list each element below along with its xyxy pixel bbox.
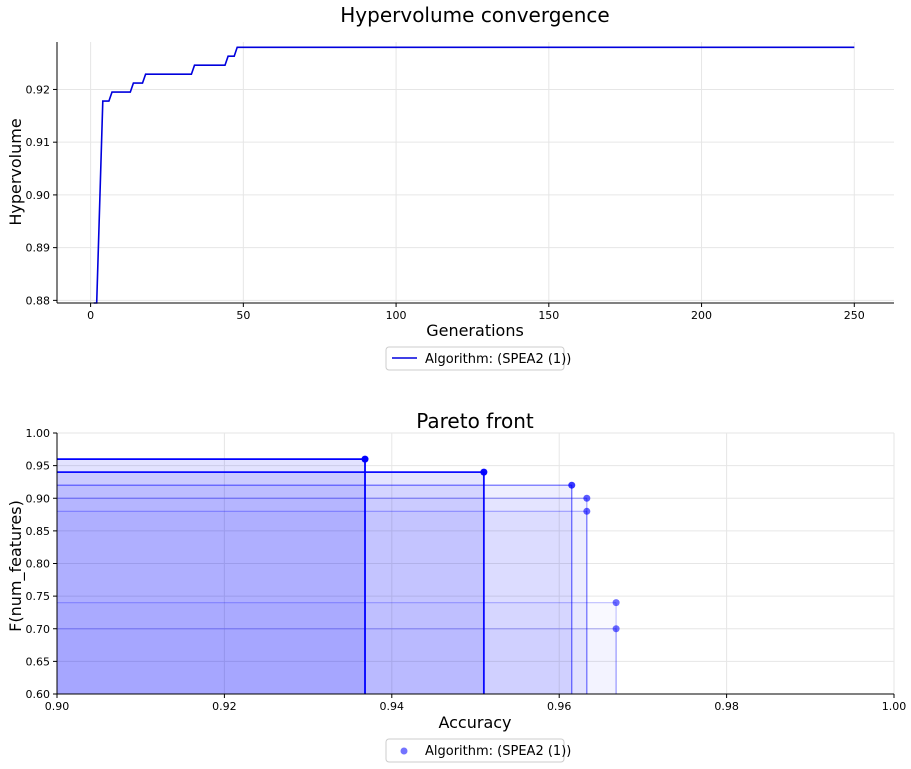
hypervolume-chart-title: Hypervolume convergence xyxy=(340,3,609,27)
pareto-dominated-region xyxy=(57,629,616,694)
pareto-dominated-region xyxy=(57,472,484,694)
pareto-x-tick-label: 0.94 xyxy=(380,700,405,713)
pareto-plot-area xyxy=(57,455,620,694)
hypervolume-grid xyxy=(57,42,894,303)
pareto-legend-box xyxy=(385,738,565,763)
hypervolume-y-tick-label: 0.91 xyxy=(26,136,51,149)
pareto-point xyxy=(568,481,576,489)
pareto-point xyxy=(583,507,591,515)
hypervolume-x-axis-label: Generations xyxy=(426,321,524,340)
hypervolume-x-tick-label: 0 xyxy=(87,309,94,322)
pareto-x-tick-label: 1.00 xyxy=(882,700,907,713)
pareto-point xyxy=(612,599,620,607)
pareto-y-tick-label: 0.60 xyxy=(26,688,51,701)
hypervolume-chart: Hypervolume convergence 0 50 100 150 200 250 … xyxy=(6,3,894,371)
pareto-x-tick-label: 0.98 xyxy=(714,700,739,713)
hypervolume-x-tick-label: 50 xyxy=(236,309,250,322)
hypervolume-x-tick-label: 150 xyxy=(538,309,559,322)
hypervolume-x-ticks: 0 50 100 150 200 250 xyxy=(87,303,865,322)
pareto-y-tick-label: 0.65 xyxy=(26,655,51,668)
pareto-y-tick-label: 0.75 xyxy=(26,590,51,603)
pareto-y-tick-label: 0.70 xyxy=(26,623,51,636)
pareto-legend-label: Algorithm: (SPEA2 (1)) xyxy=(425,744,571,759)
pareto-y-tick-label: 1.00 xyxy=(26,427,51,440)
pareto-y-ticks: 0.60 0.65 0.70 0.75 0.80 0.85 0.90 0.95 1.00 xyxy=(26,427,57,701)
pareto-chart-title: Pareto front xyxy=(416,409,534,433)
pareto-chart: Pareto front 0.90 0.92 0.94 0.96 0.98 1.00 0.… xyxy=(6,409,907,763)
hypervolume-legend-box xyxy=(385,346,565,371)
hypervolume-y-tick-label: 0.90 xyxy=(26,189,51,202)
pareto-x-ticks: 0.90 0.92 0.94 0.96 0.98 1.00 xyxy=(45,694,907,713)
hypervolume-y-tick-label: 0.92 xyxy=(26,83,51,96)
pareto-dominated-region xyxy=(57,485,572,694)
hypervolume-x-tick-label: 100 xyxy=(386,309,407,322)
pareto-y-tick-label: 0.85 xyxy=(26,525,51,538)
pareto-point xyxy=(361,455,369,463)
hypervolume-x-tick-label: 250 xyxy=(844,309,865,322)
hypervolume-legend-label: Algorithm: (SPEA2 (1)) xyxy=(425,352,571,367)
pareto-point xyxy=(480,468,488,476)
pareto-legend: Algorithm: (SPEA2 (1)) xyxy=(385,738,571,763)
pareto-legend-marker xyxy=(400,747,408,755)
pareto-x-tick-label: 0.90 xyxy=(45,700,70,713)
pareto-dominated-region xyxy=(57,459,366,694)
hypervolume-y-ticks: 0.88 0.89 0.90 0.91 0.92 xyxy=(26,83,57,307)
hypervolume-plot-area xyxy=(93,46,855,304)
pareto-x-tick-label: 0.96 xyxy=(547,700,572,713)
hypervolume-series-line xyxy=(93,46,855,304)
hypervolume-y-axis-label: Hypervolume xyxy=(6,118,25,225)
hypervolume-y-tick-label: 0.89 xyxy=(26,242,51,255)
pareto-y-tick-label: 0.90 xyxy=(26,492,51,505)
hypervolume-x-tick-label: 200 xyxy=(691,309,712,322)
pareto-point xyxy=(583,494,591,502)
hypervolume-legend: Algorithm: (SPEA2 (1)) xyxy=(385,346,571,371)
hypervolume-y-tick-label: 0.88 xyxy=(26,294,51,307)
pareto-x-tick-label: 0.92 xyxy=(212,700,237,713)
pareto-x-axis-label: Accuracy xyxy=(438,713,511,732)
pareto-y-tick-label: 0.95 xyxy=(26,460,51,473)
pareto-point xyxy=(612,625,620,633)
pareto-y-tick-label: 0.80 xyxy=(26,558,51,571)
pareto-y-axis-label: F(num_features) xyxy=(6,500,26,632)
